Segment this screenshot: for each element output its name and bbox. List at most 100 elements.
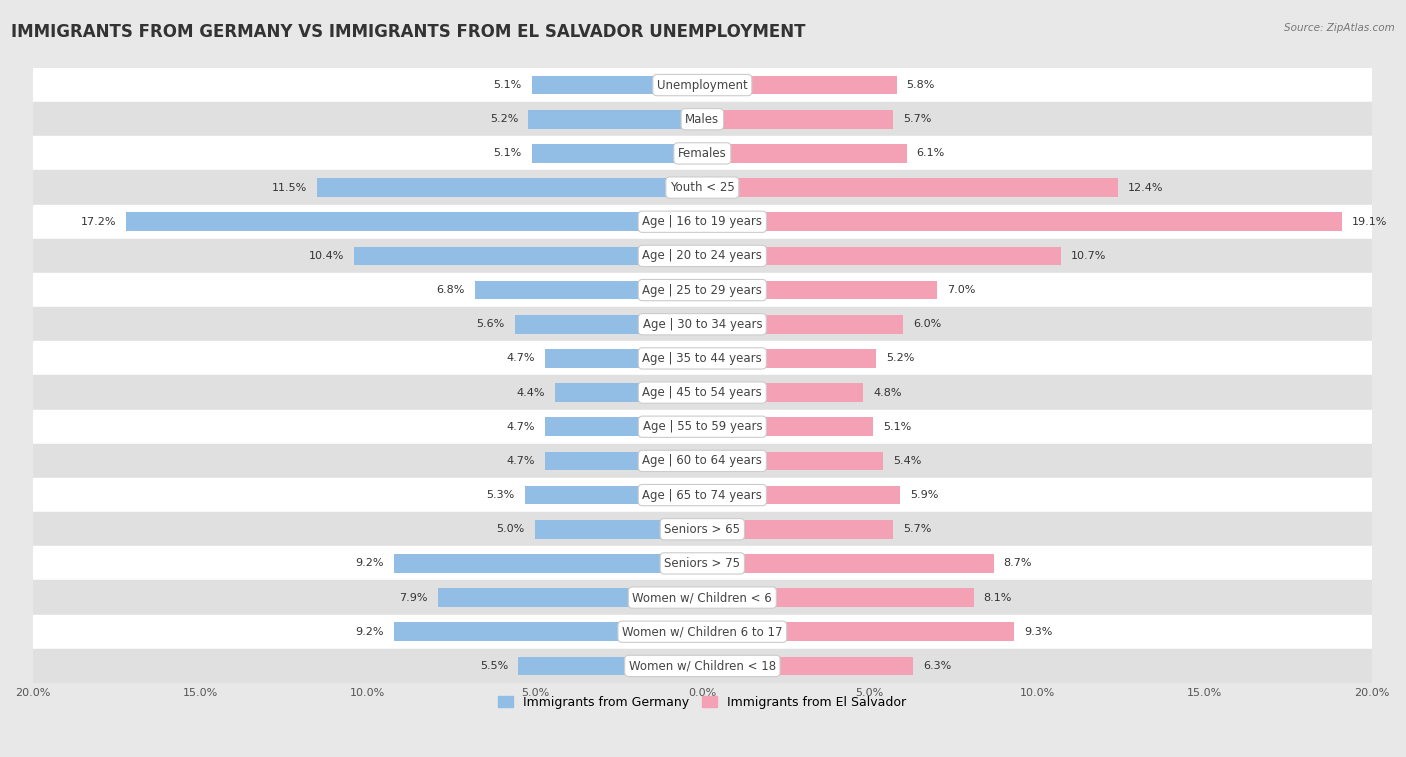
Text: 7.9%: 7.9% xyxy=(399,593,427,603)
Bar xyxy=(524,486,703,504)
Bar xyxy=(32,170,1372,204)
Bar xyxy=(32,581,1372,615)
Text: 5.9%: 5.9% xyxy=(910,490,938,500)
Bar xyxy=(555,383,703,402)
Text: Age | 55 to 59 years: Age | 55 to 59 years xyxy=(643,420,762,433)
Text: 6.8%: 6.8% xyxy=(436,285,464,295)
Text: Unemployment: Unemployment xyxy=(657,79,748,92)
Text: Females: Females xyxy=(678,147,727,160)
Bar xyxy=(703,622,1014,641)
Bar xyxy=(127,213,703,231)
Text: 17.2%: 17.2% xyxy=(82,217,117,227)
Bar xyxy=(703,656,914,675)
Text: 6.3%: 6.3% xyxy=(924,661,952,671)
Bar xyxy=(703,144,907,163)
Bar xyxy=(546,417,703,436)
Text: 11.5%: 11.5% xyxy=(271,182,308,192)
Bar xyxy=(32,410,1372,444)
Bar xyxy=(534,520,703,539)
Text: 9.2%: 9.2% xyxy=(356,627,384,637)
Text: IMMIGRANTS FROM GERMANY VS IMMIGRANTS FROM EL SALVADOR UNEMPLOYMENT: IMMIGRANTS FROM GERMANY VS IMMIGRANTS FR… xyxy=(11,23,806,41)
Text: Age | 20 to 24 years: Age | 20 to 24 years xyxy=(643,249,762,263)
Text: Seniors > 75: Seniors > 75 xyxy=(664,557,741,570)
Text: 5.2%: 5.2% xyxy=(886,354,915,363)
Text: 4.7%: 4.7% xyxy=(506,422,534,431)
Bar xyxy=(32,615,1372,649)
Text: 4.7%: 4.7% xyxy=(506,456,534,466)
Bar xyxy=(437,588,703,607)
Text: Women w/ Children 6 to 17: Women w/ Children 6 to 17 xyxy=(621,625,783,638)
Text: Age | 65 to 74 years: Age | 65 to 74 years xyxy=(643,488,762,502)
Bar xyxy=(32,444,1372,478)
Text: Age | 30 to 34 years: Age | 30 to 34 years xyxy=(643,318,762,331)
Bar xyxy=(703,349,876,368)
Bar xyxy=(703,110,893,129)
Bar xyxy=(32,307,1372,341)
Bar xyxy=(703,213,1341,231)
Bar xyxy=(32,547,1372,581)
Bar xyxy=(32,68,1372,102)
Bar xyxy=(32,102,1372,136)
Bar xyxy=(531,144,703,163)
Legend: Immigrants from Germany, Immigrants from El Salvador: Immigrants from Germany, Immigrants from… xyxy=(494,690,911,714)
Text: Youth < 25: Youth < 25 xyxy=(669,181,735,194)
Text: 5.1%: 5.1% xyxy=(494,148,522,158)
Bar xyxy=(546,451,703,470)
Bar xyxy=(703,451,883,470)
Text: 5.1%: 5.1% xyxy=(494,80,522,90)
Bar xyxy=(32,512,1372,547)
Bar xyxy=(32,341,1372,375)
Text: 7.0%: 7.0% xyxy=(946,285,976,295)
Bar xyxy=(32,136,1372,170)
Text: Women w/ Children < 6: Women w/ Children < 6 xyxy=(633,591,772,604)
Bar xyxy=(515,315,703,334)
Bar xyxy=(32,204,1372,238)
Text: Males: Males xyxy=(685,113,720,126)
Text: Seniors > 65: Seniors > 65 xyxy=(664,523,741,536)
Text: Age | 35 to 44 years: Age | 35 to 44 years xyxy=(643,352,762,365)
Text: 5.6%: 5.6% xyxy=(477,319,505,329)
Text: 5.5%: 5.5% xyxy=(479,661,508,671)
Text: 5.8%: 5.8% xyxy=(907,80,935,90)
Bar xyxy=(703,383,863,402)
Text: 5.7%: 5.7% xyxy=(903,114,932,124)
Bar xyxy=(703,417,873,436)
Bar xyxy=(32,273,1372,307)
Text: 5.7%: 5.7% xyxy=(903,525,932,534)
Bar xyxy=(703,520,893,539)
Text: 10.4%: 10.4% xyxy=(309,251,344,261)
Bar xyxy=(354,247,703,265)
Text: 8.7%: 8.7% xyxy=(1004,559,1032,569)
Text: Women w/ Children < 18: Women w/ Children < 18 xyxy=(628,659,776,672)
Text: 10.7%: 10.7% xyxy=(1070,251,1107,261)
Bar xyxy=(703,281,936,300)
Text: 5.4%: 5.4% xyxy=(893,456,921,466)
Bar xyxy=(703,554,994,573)
Text: 12.4%: 12.4% xyxy=(1128,182,1163,192)
Text: 6.1%: 6.1% xyxy=(917,148,945,158)
Bar xyxy=(394,622,703,641)
Bar xyxy=(475,281,703,300)
Text: Age | 25 to 29 years: Age | 25 to 29 years xyxy=(643,284,762,297)
Bar xyxy=(703,486,900,504)
Text: 8.1%: 8.1% xyxy=(984,593,1012,603)
Text: Source: ZipAtlas.com: Source: ZipAtlas.com xyxy=(1284,23,1395,33)
Bar xyxy=(519,656,703,675)
Text: Age | 16 to 19 years: Age | 16 to 19 years xyxy=(643,215,762,229)
Text: 9.2%: 9.2% xyxy=(356,559,384,569)
Text: 19.1%: 19.1% xyxy=(1353,217,1388,227)
Text: 9.3%: 9.3% xyxy=(1024,627,1052,637)
Text: 5.1%: 5.1% xyxy=(883,422,911,431)
Bar xyxy=(703,178,1118,197)
Text: 5.3%: 5.3% xyxy=(486,490,515,500)
Text: 4.4%: 4.4% xyxy=(516,388,546,397)
Bar xyxy=(546,349,703,368)
Text: 6.0%: 6.0% xyxy=(914,319,942,329)
Bar xyxy=(703,315,903,334)
Bar xyxy=(318,178,703,197)
Text: 5.2%: 5.2% xyxy=(489,114,519,124)
Text: 4.8%: 4.8% xyxy=(873,388,901,397)
Bar xyxy=(703,247,1060,265)
Bar xyxy=(531,76,703,95)
Bar xyxy=(32,478,1372,512)
